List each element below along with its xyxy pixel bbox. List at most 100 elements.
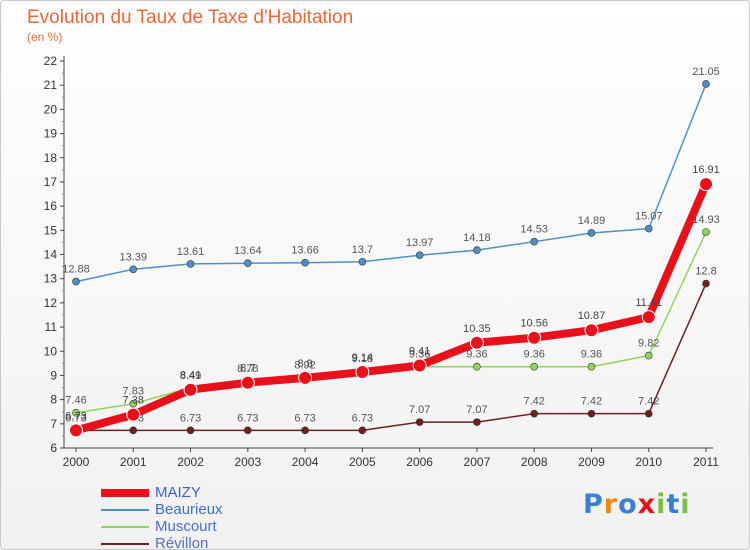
data-point-muscourt [587,362,596,371]
data-label-muscourt: 9.82 [638,338,659,350]
data-label-beaurieux: 13.97 [406,237,434,249]
data-label-muscourt: 8.92 [294,359,315,371]
data-label-muscourt: 9.36 [581,349,602,361]
data-label-muscourt: 9.36 [523,349,544,361]
chart-unit-label: (en %) [27,30,63,44]
logo-letter: r [603,489,619,520]
proxiti-logo: Proxiti [583,489,691,520]
x-tick-label: 2005 [349,455,376,469]
data-label-maizy: 8.7 [240,363,255,375]
data-point-maizy [355,365,370,380]
y-tick-label: 20 [44,102,58,116]
data-point-muscourt [644,351,653,360]
data-label-maizy: 11.41 [635,297,662,309]
data-point-beaurieux [530,237,538,246]
y-tick-label: 22 [44,54,58,68]
legend-swatch [101,489,149,497]
data-label-revillon: 6.73 [180,412,201,424]
y-tick-label: 17 [44,175,58,189]
data-label-maizy: 7.38 [123,395,144,407]
data-label-maizy: 6.73 [65,410,86,422]
logo-letter: i [680,489,691,520]
data-label-beaurieux: 13.7 [352,244,373,256]
data-point-beaurieux [72,277,80,286]
y-tick-label: 12 [44,296,58,310]
y-tick-label: 11 [45,320,58,334]
data-point-revillon [186,426,195,435]
y-tick-label: 18 [44,151,58,165]
data-point-beaurieux [244,259,252,268]
x-tick-label: 2003 [234,455,261,469]
data-label-muscourt: 7.83 [123,386,144,398]
x-tick-label: 2004 [292,455,319,469]
y-tick-label: 16 [44,199,58,213]
data-point-maizy [527,330,542,345]
series-line-maizy [72,180,710,435]
data-point-revillon [244,426,252,435]
x-tick-label: 2010 [635,455,662,469]
data-point-beaurieux [415,251,424,260]
legend-swatch [101,526,149,528]
data-label-beaurieux: 15.07 [635,211,663,223]
data-label-beaurieux: 13.66 [291,245,319,257]
x-tick-label: 2000 [63,455,90,469]
legend-swatch [101,509,149,511]
data-label-maizy: 9.41 [409,346,430,358]
y-tick-label: 15 [44,223,58,237]
legend-label: Muscourt [155,518,217,535]
y-tick-label: 21 [44,78,58,92]
y-tick-label: 7 [50,417,57,431]
logo-letter: t [666,489,681,520]
data-point-maizy [699,177,713,192]
data-point-beaurieux [473,246,481,254]
data-point-revillon [473,418,481,426]
data-point-beaurieux [186,260,195,268]
series-line-beaurieux [75,83,707,283]
data-label-maizy: 16.91 [692,164,720,176]
data-label-muscourt: 9.18 [352,353,373,365]
data-label-revillon: 7.07 [409,404,430,416]
x-tick-label: 2001 [120,455,147,469]
y-tick-label: 13 [44,272,58,286]
data-point-revillon [358,426,367,435]
x-tick-label: 2009 [578,455,605,469]
y-tick-label: 8 [50,393,57,407]
data-label-maizy: 8.9 [297,358,312,370]
logo-letter: P [583,489,604,520]
chart-title: Evolution du Taux de Taxe d'Habitation [27,7,354,28]
data-label-revillon: 7.42 [638,396,659,408]
data-point-maizy [584,323,599,338]
data-point-revillon [301,426,309,435]
y-tick-label: 9 [50,368,57,382]
data-point-maizy [183,382,198,397]
data-label-revillon: 7.42 [523,396,544,408]
legend-label: MAIZY [155,484,201,501]
legend-swatch [101,543,149,545]
y-tick-label: 10 [44,344,58,358]
data-label-revillon: 7.07 [466,404,487,416]
data-label-muscourt: 9.36 [409,349,430,361]
data-point-revillon [415,418,424,426]
data-label-beaurieux: 13.39 [120,251,148,263]
series-line-revillon [75,282,707,432]
data-label-maizy: 9.14 [352,352,373,364]
data-label-maizy: 8.41 [180,370,201,382]
data-point-muscourt [129,399,138,408]
x-tick-label: 2011 [693,455,719,469]
x-tick-label: 2006 [406,455,433,469]
data-point-muscourt [530,362,538,371]
x-tick-label: 2008 [521,455,548,469]
data-point-muscourt [702,228,710,236]
data-label-beaurieux: 14.89 [578,215,606,227]
data-point-maizy [126,407,141,422]
data-label-maizy: 10.87 [578,310,606,322]
x-tick-label: 2007 [464,455,491,469]
data-label-maizy: 10.35 [463,323,491,335]
data-label-revillon: 7.42 [581,396,602,408]
data-label-beaurieux: 12.88 [62,264,90,276]
data-point-beaurieux [587,229,596,237]
data-point-revillon [530,409,538,418]
legend-label: Révillon [155,535,209,550]
data-label-beaurieux: 13.64 [234,245,262,257]
data-label-muscourt: 8.78 [237,363,258,375]
